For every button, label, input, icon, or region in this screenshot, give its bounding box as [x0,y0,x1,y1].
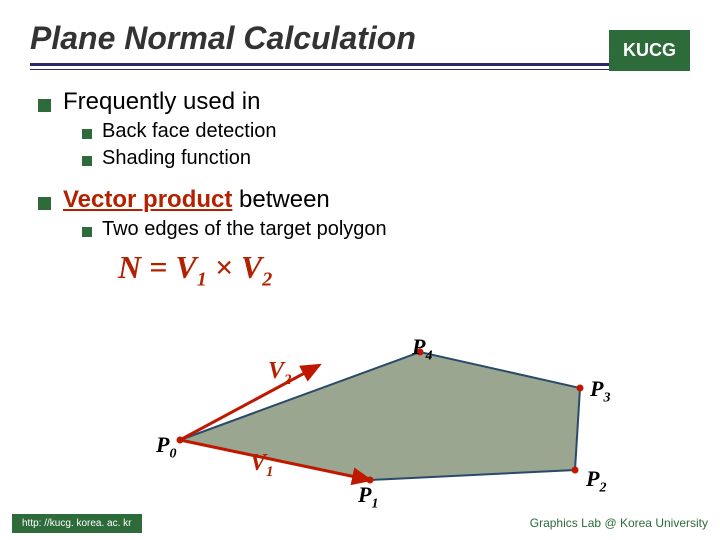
footer: http: //kucg. korea. ac. kr Graphics Lab… [0,512,720,534]
kucg-badge: KUCG [609,30,690,71]
title-rule [30,63,690,70]
slide-title: Plane Normal Calculation [30,20,690,57]
bullet-1a: Back face detection [38,120,690,143]
bullet-icon [82,156,92,166]
bullet-2: Vector product between [38,186,690,214]
footer-url: http: //kucg. korea. ac. kr [12,514,142,533]
vector-label: V2 [268,358,292,389]
bullet-text: Back face detection [102,120,277,143]
polygon-shape [180,352,580,480]
bullet-icon [82,227,92,237]
footer-credit: Graphics Lab @ Korea University [530,516,708,530]
vector-product-term: Vector product [63,186,232,213]
vector-label: V1 [250,450,274,481]
polygon-diagram: P0P1P2P3P4V1V2 [100,340,640,510]
bullet-text: Shading function [102,147,251,170]
bullet-2a: Two edges of the target polygon [38,218,690,241]
bullet-text: Vector product between [63,186,330,214]
point-label: P3 [590,376,610,406]
point-label: P4 [412,334,432,364]
point-label: P2 [586,466,606,496]
bullet-1: Frequently used in [38,88,690,116]
content: Frequently used in Back face detection S… [30,88,690,291]
bullet-text: Two edges of the target polygon [102,218,387,241]
bullet-icon [82,129,92,139]
vertex-dot [577,385,584,392]
point-label: P1 [358,482,378,512]
formula: N = V1 × V2 [118,249,690,291]
bullet-1b: Shading function [38,147,690,170]
vertex-dot [572,467,579,474]
bullet-text: Frequently used in [63,88,260,116]
bullet-icon [38,99,51,112]
bullet-icon [38,197,51,210]
slide: Plane Normal Calculation KUCG Frequently… [0,0,720,540]
point-label: P0 [156,432,176,462]
vertex-dot [177,437,184,444]
